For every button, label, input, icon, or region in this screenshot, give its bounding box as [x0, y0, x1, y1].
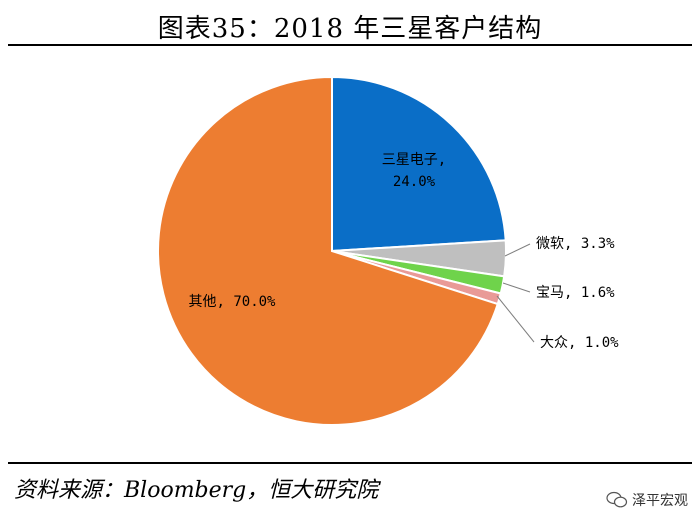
slice-label-3: 宝马, 1.6%: [536, 285, 615, 301]
leader-line-4: [496, 295, 535, 343]
leader-line-3: [502, 282, 531, 293]
slice-label-1-line-2: 24.0%: [393, 174, 436, 190]
slice-label-4: 大众, 1.0%: [540, 335, 619, 351]
pie-slice-5: [157, 75, 499, 426]
source-note: 资料来源：Bloomberg，恒大研究院: [14, 478, 379, 503]
wechat-icon: [606, 491, 628, 508]
watermark-text: 泽平宏观: [632, 493, 688, 509]
title-divider: [8, 44, 692, 46]
slice-label-1-line-1: 三星电子,: [382, 152, 446, 168]
watermark: 泽平宏观: [606, 490, 688, 510]
slice-label-5: 其他, 70.0%: [188, 294, 276, 310]
source-divider: [8, 462, 692, 464]
slice-label-2: 微软, 3.3%: [536, 236, 615, 252]
pie-slice-1: [331, 75, 507, 253]
leader-line-2: [504, 243, 531, 257]
chart-title: 图表35：2018 年三星客户结构: [157, 14, 543, 44]
